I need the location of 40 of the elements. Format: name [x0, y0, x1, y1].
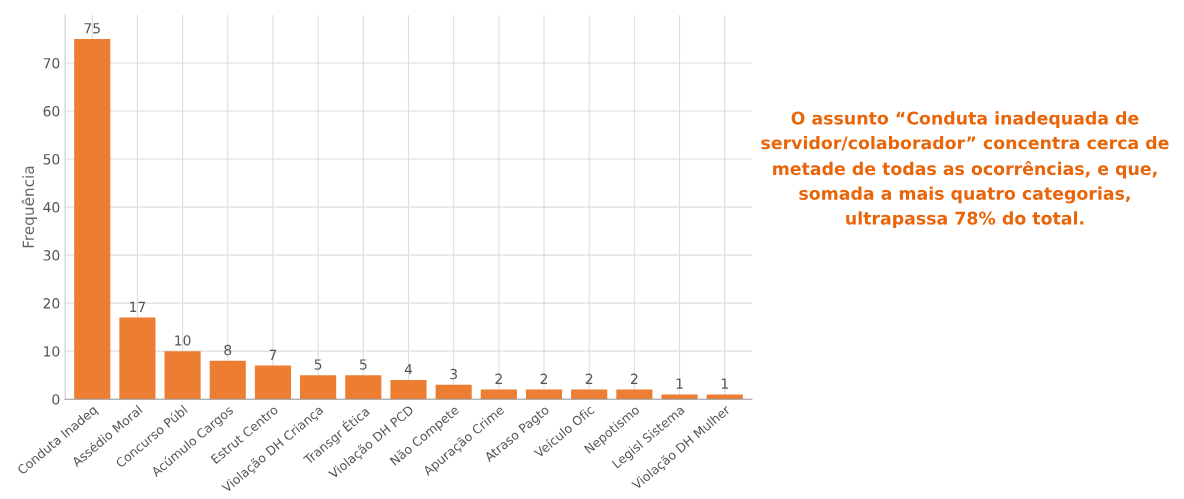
bar	[661, 394, 698, 400]
y-tick-label: 20	[43, 298, 60, 309]
y-tick-label: 30	[43, 250, 60, 261]
data-label: 5	[314, 359, 322, 370]
data-label: 1	[676, 378, 683, 389]
y-tick-label: 60	[43, 106, 60, 117]
data-label: 7	[269, 349, 277, 360]
bar	[74, 38, 111, 400]
bar	[164, 351, 201, 400]
bar	[254, 365, 292, 400]
y-axis-title: Frequência	[21, 166, 38, 248]
data-label: 5	[359, 359, 367, 370]
bar	[345, 375, 382, 400]
bar	[390, 379, 427, 400]
bar	[300, 375, 337, 400]
bar	[571, 389, 608, 400]
data-label: 3	[450, 368, 457, 380]
y-tick-label: 0	[52, 394, 60, 405]
bar	[480, 389, 517, 400]
data-label: 8	[224, 344, 232, 356]
data-label: 2	[630, 373, 638, 384]
bar	[435, 384, 472, 400]
y-tick-label: 40	[43, 202, 60, 213]
data-label: 17	[130, 301, 146, 312]
data-label: 10	[175, 335, 191, 346]
data-label: 2	[540, 373, 548, 384]
y-tick-label: 10	[44, 346, 60, 357]
data-label: 4	[404, 364, 413, 375]
bar	[525, 389, 563, 400]
data-label: 2	[585, 373, 593, 384]
data-label: 1	[721, 378, 728, 389]
data-label: 2	[495, 373, 502, 384]
data-label: 75	[84, 23, 100, 34]
bar	[209, 360, 246, 400]
bar	[119, 317, 156, 400]
text: O assunto “Conduta inadequada de servidor/colaborador” concentra cerca de metade de todas as ocorrências, e que, somada a mais quatro categorias, ultrapassa 78% do total.	[761, 111, 1169, 229]
y-tick-label: 70	[43, 57, 60, 69]
bar	[706, 394, 743, 400]
bar	[616, 389, 653, 400]
y-tick-label: 50	[43, 154, 60, 165]
